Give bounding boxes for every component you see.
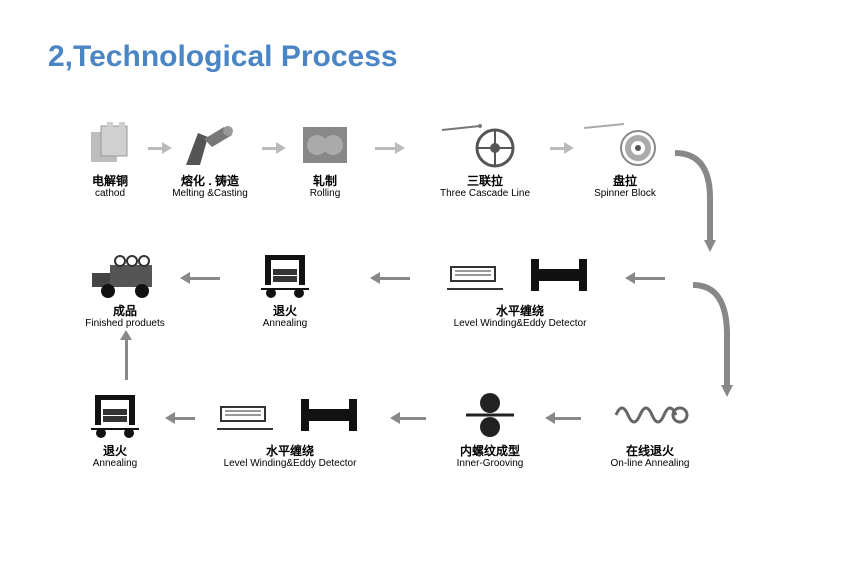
- cathod-label-cn: 电解铜: [55, 174, 165, 188]
- level1-label-cn: 水平缠绕: [430, 304, 610, 318]
- anneal2-label-en: Annealing: [60, 458, 170, 470]
- anneal2-icon: [85, 390, 145, 440]
- anneal1-label-en: Annealing: [230, 318, 340, 330]
- meltcast-icon: [180, 120, 240, 170]
- step-level2: 水平缠绕 Level Winding&Eddy Detector: [200, 390, 380, 470]
- innergroove-label-en: Inner-Grooving: [435, 458, 545, 470]
- arrow-curve-r2-r3: [685, 280, 735, 400]
- online-anneal-label-en: On-line Annealing: [590, 458, 710, 470]
- cathod-icon: [80, 120, 140, 170]
- step-anneal1: 退火 Annealing: [230, 250, 340, 330]
- process-flow-diagram: 电解铜 cathod 熔化 . 铸造 Melting &Casting 轧制 R: [70, 120, 790, 540]
- cathod-label-en: cathod: [55, 188, 165, 200]
- finished-label-cn: 成品: [60, 304, 190, 318]
- meltcast-label-en: Melting &Casting: [155, 188, 265, 200]
- arrow-r3-2: [390, 412, 426, 424]
- arrow-r2-into-level: [625, 272, 665, 284]
- online-anneal-label-cn: 在线退火: [590, 444, 710, 458]
- meltcast-label-cn: 熔化 . 铸造: [155, 174, 265, 188]
- level1-icon: [445, 250, 595, 300]
- innergroove-icon: [460, 390, 520, 440]
- step-anneal2: 退火 Annealing: [60, 390, 170, 470]
- step-cascade: 三联拉 Three Cascade Line: [420, 120, 550, 200]
- page-title: 2,Technological Process: [48, 40, 398, 74]
- rolling-label-en: Rolling: [270, 188, 380, 200]
- rolling-label-cn: 轧制: [270, 174, 380, 188]
- arrow-r2-2: [370, 272, 410, 284]
- cascade-label-cn: 三联拉: [420, 174, 550, 188]
- level2-label-en: Level Winding&Eddy Detector: [200, 458, 380, 470]
- online-anneal-icon: [610, 390, 690, 440]
- level2-icon: [215, 390, 365, 440]
- cascade-label-en: Three Cascade Line: [420, 188, 550, 200]
- finished-icon: [90, 250, 160, 300]
- step-level1: 水平缠绕 Level Winding&Eddy Detector: [430, 250, 610, 330]
- anneal2-label-cn: 退火: [60, 444, 170, 458]
- step-online-anneal: 在线退火 On-line Annealing: [590, 390, 710, 470]
- level1-label-en: Level Winding&Eddy Detector: [430, 318, 610, 330]
- finished-label-en: Finished produets: [60, 318, 190, 330]
- step-rolling: 轧制 Rolling: [270, 120, 380, 200]
- spinner-label-cn: 盘拉: [570, 174, 680, 188]
- spinner-label-en: Spinner Block: [570, 188, 680, 200]
- step-cathod: 电解铜 cathod: [55, 120, 165, 200]
- arrow-r1-3: [375, 142, 405, 154]
- level2-label-cn: 水平缠绕: [200, 444, 380, 458]
- rolling-icon: [295, 120, 355, 170]
- step-spinner: 盘拉 Spinner Block: [570, 120, 680, 200]
- spinner-icon: [580, 120, 670, 170]
- step-innergroove: 内螺纹成型 Inner-Grooving: [435, 390, 545, 470]
- anneal1-label-cn: 退火: [230, 304, 340, 318]
- innergroove-label-cn: 内螺纹成型: [435, 444, 545, 458]
- cascade-icon: [440, 120, 530, 170]
- arrow-up-finished: [120, 330, 132, 380]
- arrow-curve-r1-r2: [670, 148, 720, 258]
- step-meltcast: 熔化 . 铸造 Melting &Casting: [155, 120, 265, 200]
- step-finished: 成品 Finished produets: [60, 250, 190, 330]
- anneal1-icon: [255, 250, 315, 300]
- arrow-r3-1: [545, 412, 581, 424]
